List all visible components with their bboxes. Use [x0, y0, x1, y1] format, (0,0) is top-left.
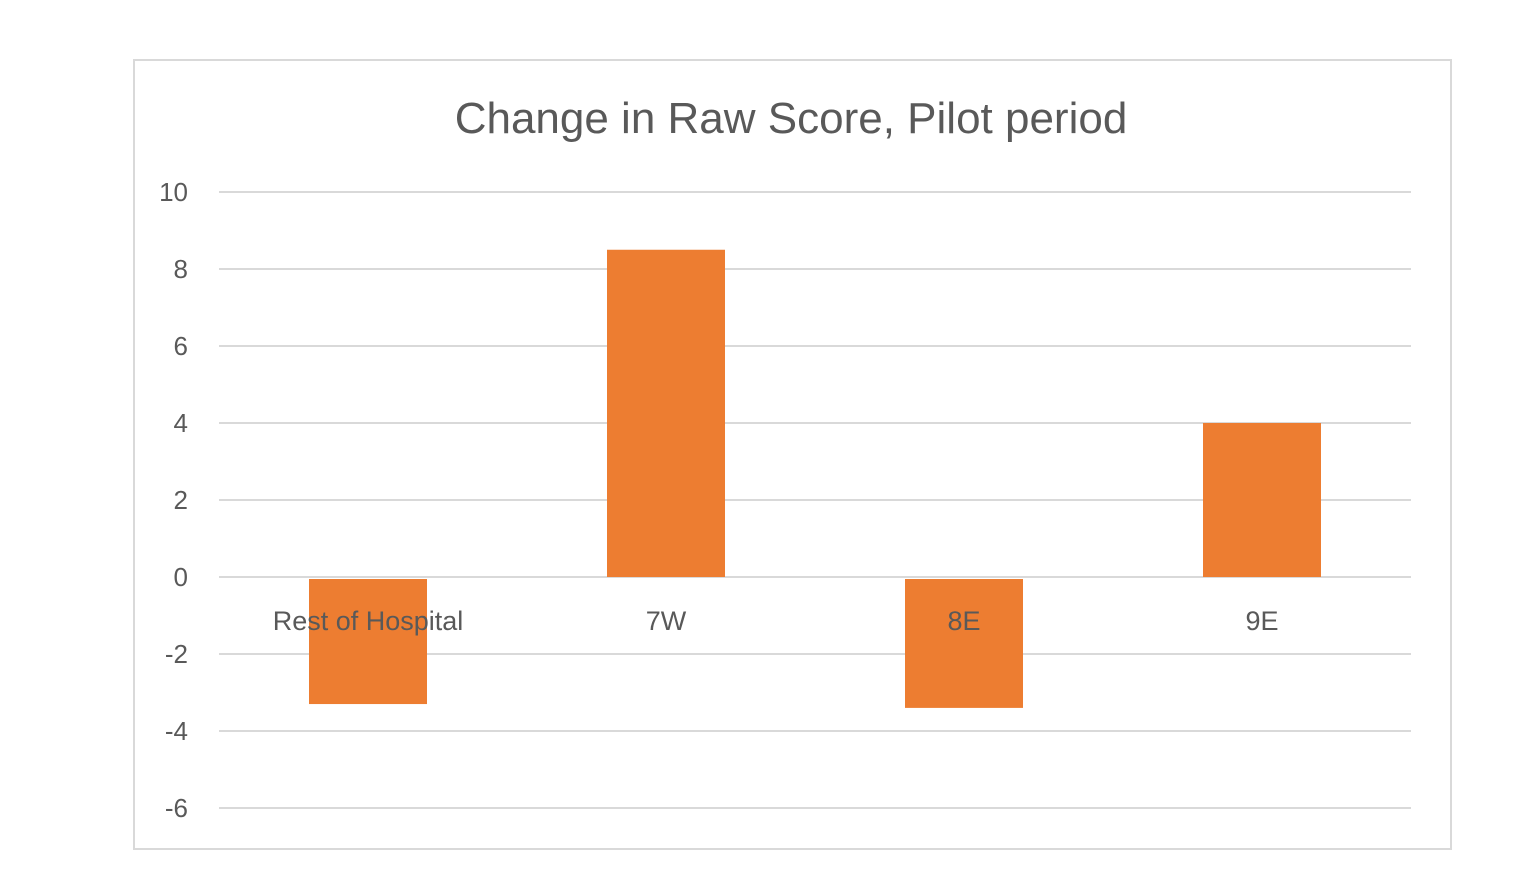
bar: [905, 579, 1023, 708]
bar: [1203, 423, 1321, 577]
x-category-label: 7W: [646, 606, 687, 636]
x-category-label: 9E: [1245, 606, 1278, 636]
y-tick-label: 8: [174, 254, 188, 284]
bar: [309, 579, 427, 705]
y-tick-label: 10: [159, 177, 188, 207]
y-tick-label: 4: [174, 408, 188, 438]
y-tick-label: 0: [174, 562, 188, 592]
y-tick-label: -4: [165, 716, 188, 746]
y-axis-tick-labels: 10 8 6 4 2 0 -2 -4 -6: [159, 177, 188, 823]
chart-title: Change in Raw Score, Pilot period: [455, 94, 1128, 143]
x-axis-category-labels: Rest of Hospital 7W 8E 9E: [273, 606, 1279, 636]
y-tick-label: -6: [165, 793, 188, 823]
bars: [309, 249, 1321, 708]
bar: [607, 249, 725, 577]
x-category-label: Rest of Hospital: [273, 606, 464, 636]
y-tick-label: -2: [165, 639, 188, 669]
y-tick-label: 2: [174, 485, 188, 515]
x-category-label: 8E: [947, 606, 980, 636]
y-tick-label: 6: [174, 331, 188, 361]
